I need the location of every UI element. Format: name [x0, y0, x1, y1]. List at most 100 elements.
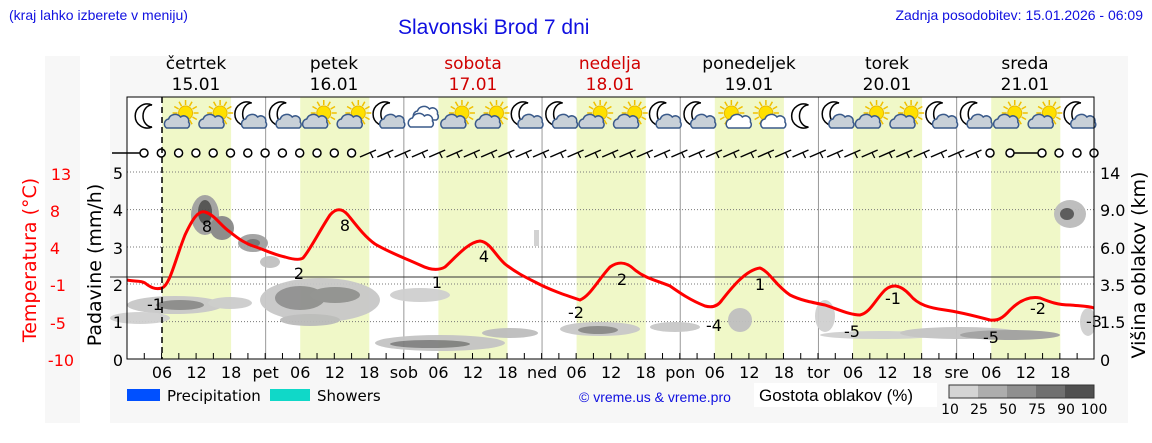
wind-barb: [480, 149, 498, 158]
calm-wind-marker: [346, 148, 357, 158]
day-name: četrtek: [166, 54, 227, 74]
cloud-icon: [1070, 113, 1097, 129]
wind-barb: [394, 149, 411, 158]
calm-wind-marker: [985, 148, 995, 158]
cloud-density-scale: [948, 384, 1095, 399]
wind-barb: [947, 149, 965, 158]
day-date: 17.01: [449, 75, 498, 95]
cloud-icon: [163, 113, 191, 129]
calm-wind-marker: [139, 148, 149, 158]
plot-frame: [126, 96, 1095, 360]
cloud-icon: [760, 113, 787, 129]
wind-barb: [757, 149, 775, 158]
cloud-icon: [578, 113, 605, 129]
temp-annotation: -5: [844, 322, 860, 341]
day-name: nedelja: [579, 54, 641, 74]
day-date: 15.01: [172, 75, 221, 95]
temp-annotation: 4: [479, 247, 489, 266]
x-tick-label: 06: [152, 363, 172, 382]
precipitation-swatch: [127, 389, 160, 401]
x-tick-label: 18: [359, 363, 379, 382]
wind-barb: [705, 149, 723, 158]
cloud-icon: [931, 113, 959, 129]
wind-barb: [930, 149, 948, 158]
wind-barb: [861, 149, 879, 158]
showers-legend-label: Showers: [317, 387, 381, 405]
cloud-icon: [1027, 113, 1054, 129]
calm-wind-marker: [1037, 148, 1047, 158]
calm-wind-marker: [294, 148, 305, 158]
cloud-density-legend-title: Gostota oblakov (%): [759, 386, 913, 405]
x-tick-label: 18: [1050, 363, 1070, 382]
wind-barb: [567, 149, 584, 158]
cloud-density-tick: 90: [1057, 402, 1075, 418]
cloud-density-tick: 100: [1081, 402, 1108, 418]
x-tick-label: pon: [665, 363, 695, 382]
day-name: petek: [310, 54, 358, 74]
cloud-icon: [379, 113, 406, 129]
day-date: 18.01: [586, 75, 635, 95]
day-date: 20.01: [863, 75, 912, 95]
cloud-height-axis-title: Višina oblakov (km): [1128, 172, 1150, 359]
temperature-line: [126, 208, 1095, 322]
x-tick-label: 18: [774, 363, 794, 382]
cloud-icon: [551, 113, 579, 129]
cloud-icon: [440, 113, 467, 129]
cloud-icon: [474, 113, 502, 129]
day-name: sreda: [1001, 54, 1048, 74]
day-date: 16.01: [310, 75, 359, 95]
wind-barb: [740, 149, 757, 158]
cloud-height-tick: 6.0: [1100, 239, 1125, 258]
x-tick-label: 06: [566, 363, 586, 382]
wind-barb: [792, 149, 809, 158]
cloud-icon: [725, 113, 753, 129]
cloud-icon: [240, 113, 268, 129]
calm-wind-marker: [243, 148, 253, 158]
cloud-icon: [992, 113, 1020, 129]
x-tick-label: 12: [186, 363, 206, 382]
temp-tick: -1: [50, 276, 66, 295]
wind-barb: [584, 149, 602, 158]
calm-wind-marker: [225, 148, 236, 158]
cloud-height-tick: 14: [1100, 164, 1120, 183]
calm-wind-marker: [312, 148, 322, 158]
calm-wind-marker: [1072, 148, 1082, 158]
temp-tick: 8: [50, 202, 60, 221]
precip-tick: 5: [113, 164, 123, 183]
wind-barb: [619, 149, 636, 158]
calm-wind-marker: [277, 148, 288, 158]
x-tick-label: 12: [325, 363, 345, 382]
copyright-link[interactable]: © vreme.us & vreme.pro: [579, 389, 731, 405]
wind-barb: [446, 149, 463, 158]
x-tick-label: 12: [877, 363, 897, 382]
cloud-icon: [301, 113, 329, 129]
calm-wind-marker: [260, 148, 270, 158]
wind-barb: [532, 149, 550, 158]
location-menu-hint: (kraj lahko izberete v meniju): [9, 7, 188, 23]
cloud-height-tick: 9.0: [1100, 201, 1125, 220]
wind-barb: [601, 149, 619, 158]
x-tick-label: 18: [497, 363, 517, 382]
x-tick-label: 06: [428, 363, 448, 382]
x-tick-label: 06: [843, 363, 863, 382]
x-tick-label: 06: [981, 363, 1001, 382]
calm-wind-marker: [191, 148, 201, 158]
temp-annotation: -2: [568, 303, 584, 322]
x-tick-label: 12: [463, 363, 483, 382]
cloud-height-tick: 1.5: [1100, 313, 1125, 332]
page-title: Slavonski Brod 7 dni: [398, 16, 590, 39]
cloud-icon: [198, 113, 225, 129]
wind-barb: [411, 149, 429, 158]
day-name: torek: [865, 54, 909, 74]
wind-barb: [376, 149, 394, 158]
wind-barb: [895, 149, 913, 158]
temp-tick: 13: [51, 165, 71, 184]
precip-tick: 1: [113, 313, 123, 332]
temp-annotation: 1: [432, 273, 442, 292]
day-name: sobota: [444, 54, 502, 74]
